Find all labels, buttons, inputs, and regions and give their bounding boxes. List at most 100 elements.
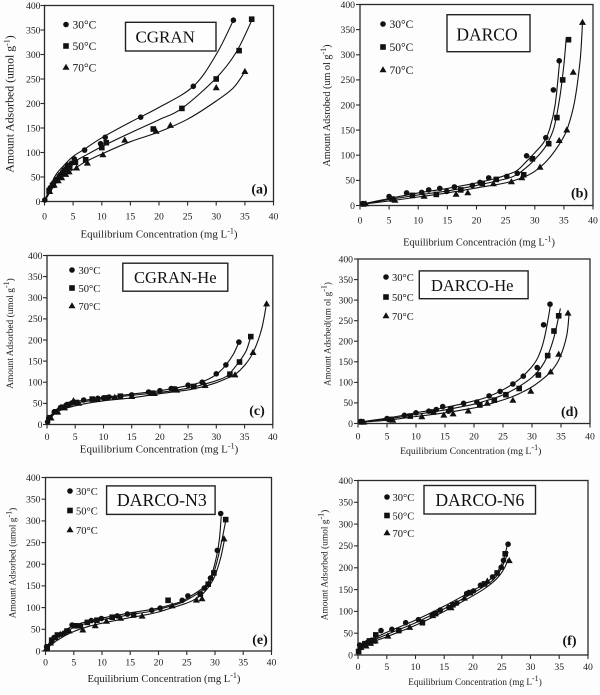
svg-text:100: 100 [340, 151, 355, 162]
svg-text:50°C: 50°C [393, 512, 415, 523]
svg-text:Amount Adsorbed (umol g-1): Amount Adsorbed (umol g-1) [317, 510, 331, 621]
svg-text:DARCO-N3: DARCO-N3 [117, 490, 207, 510]
svg-text:150: 150 [26, 123, 41, 134]
svg-text:0: 0 [348, 650, 353, 661]
svg-text:250: 250 [338, 541, 353, 552]
svg-text:20: 20 [468, 662, 478, 673]
svg-text:400: 400 [338, 254, 353, 265]
svg-text:20: 20 [472, 216, 482, 227]
svg-text:35: 35 [240, 432, 250, 443]
svg-text:CGRAN: CGRAN [135, 28, 195, 47]
svg-text:35: 35 [238, 658, 248, 669]
svg-text:200: 200 [28, 335, 43, 346]
svg-text:0: 0 [38, 420, 43, 431]
svg-text:35: 35 [240, 212, 250, 223]
svg-text:100: 100 [28, 378, 43, 389]
svg-text:0: 0 [356, 662, 361, 673]
svg-text:25: 25 [182, 658, 192, 669]
svg-text:350: 350 [28, 272, 43, 283]
svg-text:0: 0 [36, 646, 41, 657]
svg-text:10: 10 [411, 432, 421, 443]
svg-text:40: 40 [269, 212, 279, 223]
svg-text:30: 30 [210, 658, 220, 669]
svg-text:300: 300 [26, 516, 41, 527]
svg-text:0: 0 [348, 419, 353, 430]
svg-text:150: 150 [26, 581, 41, 592]
svg-text:250: 250 [28, 314, 43, 325]
svg-text:Amount Adsrobed (um ol g-1): Amount Adsrobed (um ol g-1) [319, 44, 333, 166]
svg-text:150: 150 [338, 585, 353, 596]
svg-text:40: 40 [583, 662, 593, 673]
svg-text:(b): (b) [571, 187, 588, 202]
svg-text:30°C: 30°C [73, 20, 97, 32]
svg-text:70°C: 70°C [73, 63, 97, 75]
svg-text:50: 50 [31, 625, 41, 636]
svg-text:350: 350 [338, 498, 353, 509]
svg-text:10: 10 [411, 662, 421, 673]
svg-text:300: 300 [338, 519, 353, 530]
svg-text:Equilibrium Concentration (mg: Equilibrium Concentration (mg L-1) [400, 443, 541, 457]
svg-text:0: 0 [45, 432, 50, 443]
svg-text:150: 150 [338, 357, 353, 368]
svg-text:350: 350 [338, 275, 353, 286]
svg-text:300: 300 [340, 50, 355, 61]
svg-text:30°C: 30°C [392, 273, 414, 284]
svg-text:50: 50 [33, 399, 43, 410]
svg-text:200: 200 [26, 99, 41, 110]
svg-text:(c): (c) [249, 404, 265, 419]
svg-text:0: 0 [350, 201, 355, 212]
svg-text:Amount Adsorbed (umol g-1): Amount Adsorbed (umol g-1) [5, 508, 19, 619]
svg-text:30°C: 30°C [76, 487, 98, 498]
svg-text:30°C: 30°C [79, 266, 101, 277]
svg-text:250: 250 [26, 74, 41, 85]
svg-text:15: 15 [125, 658, 135, 669]
svg-text:(a): (a) [251, 183, 268, 198]
svg-text:25: 25 [183, 212, 193, 223]
svg-text:50: 50 [31, 172, 41, 183]
svg-text:Amount Adsrbed(um ol g-1): Amount Adsrbed(um ol g-1) [320, 282, 333, 386]
svg-text:100: 100 [338, 378, 353, 389]
svg-text:(f): (f) [563, 634, 577, 649]
svg-text:400: 400 [26, 473, 41, 484]
svg-text:Amount Adsorbed (umol g-1): Amount Adsorbed (umol g-1) [2, 278, 16, 389]
svg-text:100: 100 [338, 607, 353, 618]
svg-text:5: 5 [71, 658, 76, 669]
svg-text:300: 300 [26, 50, 41, 61]
svg-text:0: 0 [356, 432, 361, 443]
svg-text:70°C: 70°C [393, 529, 415, 540]
svg-text:50°C: 50°C [79, 284, 101, 295]
svg-text:0: 0 [43, 658, 48, 669]
svg-text:70°C: 70°C [392, 312, 414, 323]
svg-text:300: 300 [28, 293, 43, 304]
svg-text:10: 10 [99, 432, 109, 443]
svg-text:5: 5 [73, 432, 78, 443]
svg-text:(e): (e) [252, 633, 268, 648]
svg-text:Equilibrium Concentration (mg: Equilibrium Concentration (mg L-1) [408, 674, 542, 687]
svg-text:40: 40 [588, 216, 598, 227]
svg-text:20: 20 [154, 658, 164, 669]
svg-text:35: 35 [554, 662, 564, 673]
svg-text:30: 30 [527, 432, 537, 443]
svg-text:50°C: 50°C [76, 507, 98, 518]
svg-text:400: 400 [340, 0, 355, 11]
svg-text:40: 40 [268, 432, 278, 443]
svg-text:DARCO-N6: DARCO-N6 [435, 490, 524, 510]
svg-text:25: 25 [498, 432, 508, 443]
svg-text:50: 50 [343, 398, 353, 409]
svg-text:100: 100 [26, 148, 41, 159]
svg-text:5: 5 [71, 212, 76, 223]
svg-text:5: 5 [387, 216, 392, 227]
svg-text:350: 350 [26, 495, 41, 506]
svg-text:350: 350 [26, 25, 41, 36]
svg-text:Equilibrium Concentration (mg: Equilibrium Concentration (mg L-1) [80, 442, 239, 456]
svg-text:70°C: 70°C [390, 65, 414, 77]
svg-text:15: 15 [439, 662, 449, 673]
svg-text:10: 10 [97, 212, 107, 223]
svg-text:(d): (d) [561, 405, 578, 420]
svg-text:30: 30 [211, 432, 221, 443]
svg-text:10: 10 [97, 658, 107, 669]
svg-text:DARCO-He: DARCO-He [431, 276, 514, 295]
svg-text:70°C: 70°C [76, 526, 98, 537]
svg-text:50°C: 50°C [392, 293, 414, 304]
svg-text:20: 20 [154, 212, 164, 223]
